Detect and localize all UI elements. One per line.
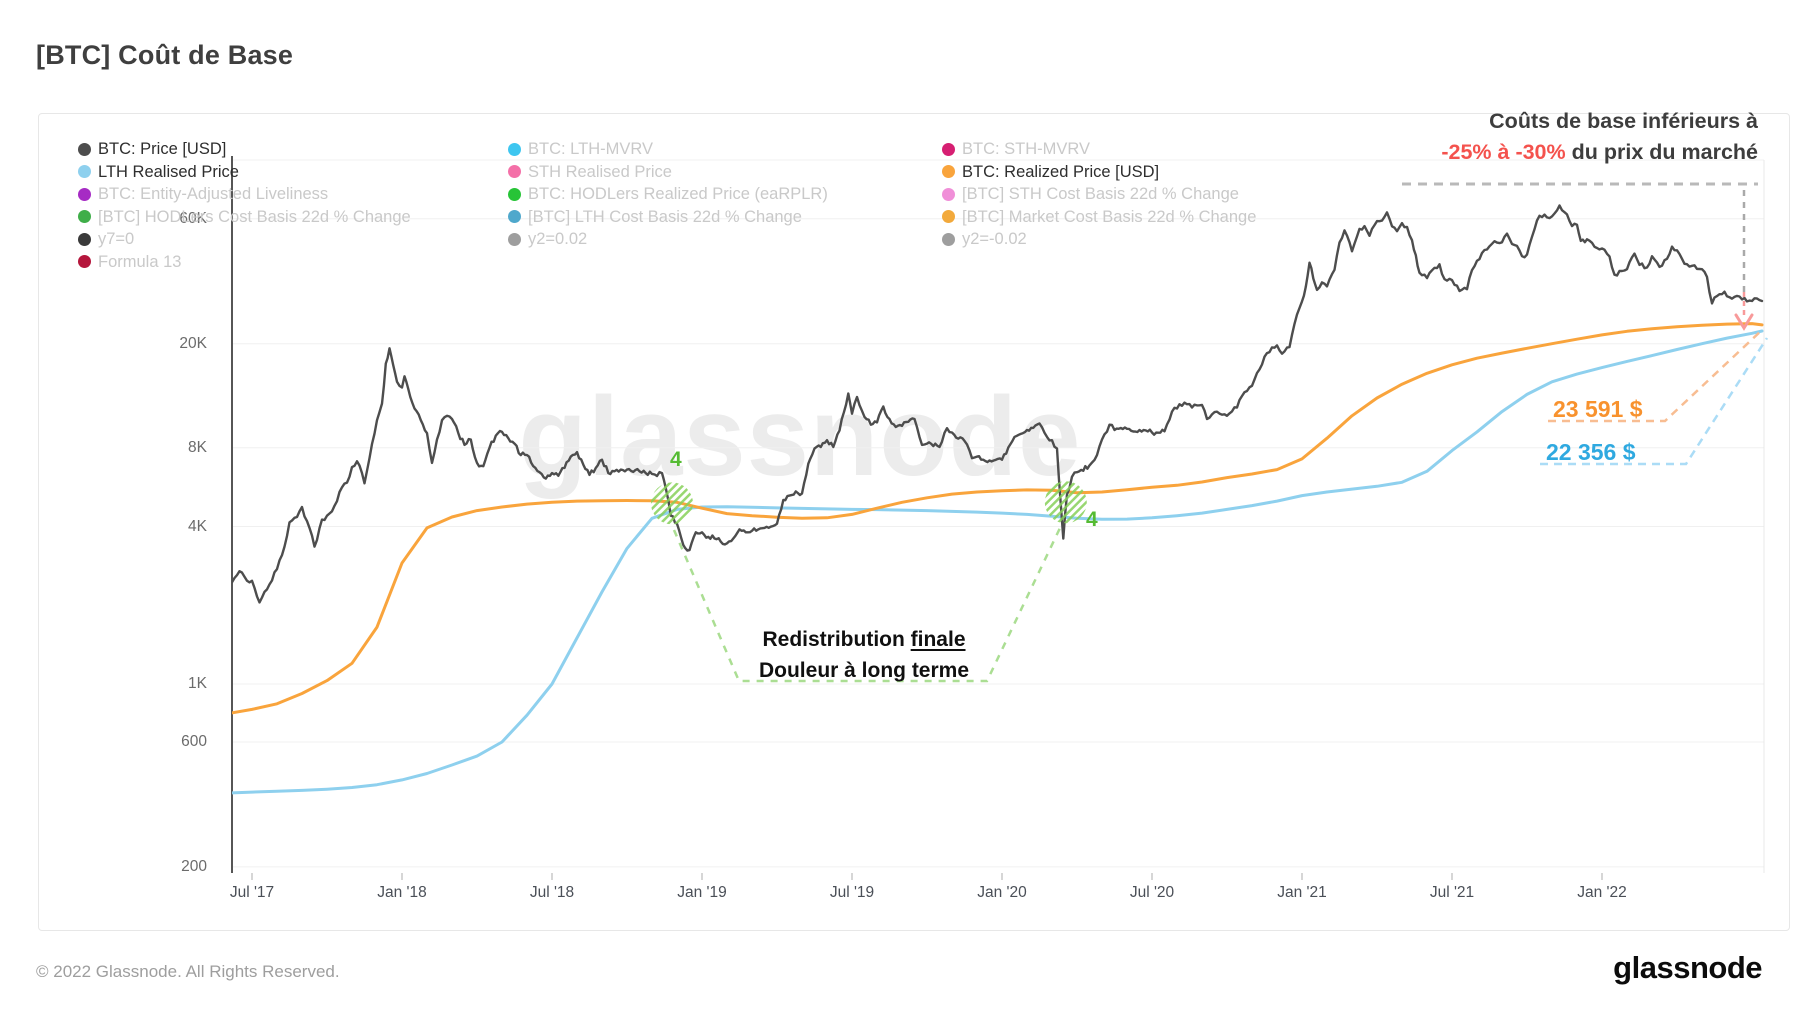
marker-4-first: 4 [670, 448, 682, 471]
y-axis-label: 8K [188, 438, 207, 456]
legend-item[interactable]: y2=-0.02 [942, 230, 1027, 248]
legend-label: y2=0.02 [528, 230, 588, 248]
redistribution-note: Redistribution finale Douleur à long ter… [664, 624, 1064, 686]
x-axis-label: Jul '17 [229, 884, 275, 901]
annotation-shapes [651, 182, 1769, 683]
footer-copyright: © 2022 Glassnode. All Rights Reserved. [36, 962, 340, 981]
legend-item[interactable]: LTH Realised Price [78, 163, 239, 181]
legend-label: STH Realised Price [528, 162, 672, 181]
legend-label: Formula 13 [98, 252, 182, 271]
legend-dot [508, 187, 521, 201]
redistribution-underlined-word: finale [910, 628, 966, 651]
glassnode-logo: glassnode [1613, 950, 1762, 985]
legend-dot [78, 210, 91, 223]
legend-dot [78, 232, 91, 246]
x-axis-label: Jan '19 [677, 884, 727, 901]
legend-label: [BTC] HODLers Cost Basis 22d % Change [98, 207, 411, 226]
legend-dot [78, 255, 91, 268]
chart-title: [BTC] Coût de Base [36, 40, 294, 70]
legend-item[interactable]: y7=0 [78, 230, 134, 248]
x-axis-label: Jan '18 [377, 884, 427, 901]
redistribution-line1: Redistribution finale [762, 628, 966, 651]
legend-label: BTC: Price [USD] [98, 140, 227, 158]
legend-dot [508, 232, 521, 246]
y-axis-label: 20K [179, 334, 207, 352]
legend-label: BTC: Realized Price [USD] [962, 162, 1160, 181]
annotation-top-line2-rest: du prix du marché [1565, 140, 1758, 164]
x-axis-label: Jan '22 [1577, 884, 1627, 901]
glassnode-watermark: glassnode [518, 374, 1082, 499]
legend-label: y2=-0.02 [962, 230, 1027, 248]
legend-dot [78, 165, 91, 178]
legend-dot [942, 142, 955, 156]
legend-item[interactable]: [BTC] STH Cost Basis 22d % Change [942, 185, 1239, 203]
legend-item[interactable]: [BTC] Market Cost Basis 22d % Change [942, 208, 1256, 226]
annotation-top-line2: -25% à -30% du prix du marché [1441, 137, 1758, 168]
legend-dot [942, 165, 955, 178]
legend-label: BTC: LTH-MVRV [528, 140, 653, 158]
legend-dot [508, 165, 521, 178]
x-axis-label: Jan '21 [1277, 884, 1327, 901]
legend-dot [78, 187, 91, 201]
legend-item[interactable]: BTC: Price [USD] [78, 140, 226, 158]
legend-item[interactable]: y2=0.02 [508, 230, 587, 248]
legend-label: [BTC] Market Cost Basis 22d % Change [962, 207, 1257, 226]
series-lines [232, 204, 1764, 795]
legend-dot [942, 187, 955, 201]
price-label-lth: 22 356 $ [1546, 439, 1636, 465]
annotation-top-line1: Coûts de base inférieurs à [1489, 109, 1758, 133]
legend-dot [942, 232, 955, 246]
legend-item[interactable]: [BTC] HODLers Cost Basis 22d % Change [78, 208, 411, 226]
x-axis-label: Jan '20 [977, 884, 1027, 901]
price-label-realized: 23 591 $ [1553, 396, 1643, 422]
legend-dot [942, 210, 955, 223]
annotation-top-right: Coûts de base inférieurs à -25% à -30% d… [1441, 106, 1758, 168]
legend-dot [508, 142, 521, 156]
x-axis-label: Jul '18 [529, 884, 575, 901]
legend-label: BTC: HODLers Realized Price (eaRPLR) [528, 185, 828, 203]
gridlines [231, 156, 1765, 880]
legend-item[interactable]: BTC: Realized Price [USD] [942, 163, 1159, 181]
x-axis-label: Jul '21 [1429, 884, 1475, 901]
y-axis-label: 1K [188, 675, 207, 692]
legend-label: y7=0 [98, 230, 135, 248]
legend-label: BTC: Entity-Adjusted Liveliness [98, 185, 329, 203]
y-axis-label: 4K [188, 517, 207, 535]
legend-dot [508, 210, 521, 223]
marker-4-second: 4 [1086, 508, 1098, 531]
annotation-highlight: -25% à -30% [1441, 140, 1566, 164]
chart-card [38, 113, 1790, 931]
legend-label: [BTC] STH Cost Basis 22d % Change [962, 185, 1239, 203]
legend-item[interactable]: Formula 13 [78, 253, 181, 271]
legend-item[interactable]: [BTC] LTH Cost Basis 22d % Change [508, 208, 802, 226]
x-axis-label: Jul '19 [829, 884, 875, 901]
legend-label: LTH Realised Price [98, 162, 239, 181]
legend-label: BTC: STH-MVRV [962, 140, 1091, 158]
y-axis-label: 600 [181, 733, 207, 751]
legend-item[interactable]: STH Realised Price [508, 163, 672, 181]
legend-dot [78, 142, 91, 156]
y-axis-label: 200 [181, 857, 207, 875]
y-axis-label: 60K [179, 209, 207, 227]
legend-item[interactable]: BTC: Entity-Adjusted Liveliness [78, 185, 328, 203]
legend-label: [BTC] LTH Cost Basis 22d % Change [528, 207, 802, 226]
legend-item[interactable]: BTC: STH-MVRV [942, 140, 1090, 158]
redistribution-line2: Douleur à long terme [758, 659, 970, 682]
legend-item[interactable]: BTC: LTH-MVRV [508, 140, 653, 158]
legend-item[interactable]: BTC: HODLers Realized Price (eaRPLR) [508, 185, 828, 203]
x-axis-label: Jul '20 [1129, 884, 1175, 901]
